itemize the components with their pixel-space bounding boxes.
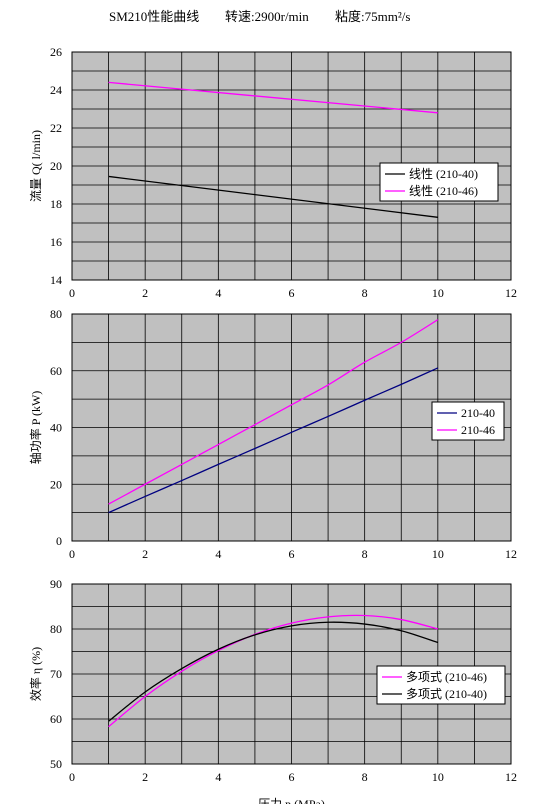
y-tick-label: 80 <box>50 307 62 321</box>
y-tick-label: 20 <box>50 477 62 491</box>
legend-label: 210-46 <box>461 423 495 437</box>
chart-panel-2: 0 20 40 60 80 0 2 4 6 8 10 12 轴功率 P (kW) 210-40 210-46 <box>28 307 517 561</box>
y-tick-label: 26 <box>50 45 62 59</box>
y-tick-label: 14 <box>50 273 62 287</box>
series-line-2 <box>108 81 438 114</box>
legend-label: 线性 (210-46) <box>409 184 478 198</box>
legend-box <box>379 162 499 202</box>
series-line-2 <box>108 621 439 722</box>
y-axis-label: 轴功率 P (kW) <box>28 391 43 465</box>
speed-label: 转速:2900r/min <box>225 9 309 24</box>
x-tick-label: 4 <box>215 770 221 784</box>
x-tick-label: 10 <box>432 547 444 561</box>
model-title: SM210性能曲线 <box>109 9 200 24</box>
x-axis-label: 压力 p (MPa) <box>258 797 325 804</box>
y-tick-label: 80 <box>50 622 62 636</box>
y-tick-label: 50 <box>50 757 62 771</box>
x-tick-label: 6 <box>289 770 295 784</box>
y-tick-label: 24 <box>50 83 62 97</box>
legend-label: 多项式 (210-46) <box>406 670 487 684</box>
legend-box <box>431 401 505 441</box>
y-tick-label: 0 <box>56 534 62 548</box>
y-tick-label: 60 <box>50 364 62 378</box>
x-tick-label: 12 <box>505 547 517 561</box>
x-tick-label: 8 <box>362 770 368 784</box>
viscosity-label: 粘度:75mm²/s <box>335 9 411 24</box>
y-tick-label: 90 <box>50 577 62 591</box>
series-line-2 <box>108 319 439 505</box>
x-tick-label: 12 <box>505 770 517 784</box>
x-tick-label: 0 <box>69 770 75 784</box>
y-tick-label: 22 <box>50 121 62 135</box>
chart-panel-3: 50 60 70 80 90 0 2 4 6 8 10 12 效率 η (%) 压力 p (MPa) 多项式… <box>28 577 517 804</box>
x-tick-label: 8 <box>362 547 368 561</box>
y-axis-label: 流量 Q( l/min) <box>29 130 43 202</box>
y-tick-label: 18 <box>50 197 62 211</box>
series-line-1 <box>108 614 438 728</box>
x-tick-label: 12 <box>505 286 517 300</box>
x-tick-label: 0 <box>69 286 75 300</box>
legend-label: 线性 (210-40) <box>409 167 478 181</box>
x-tick-label: 6 <box>289 286 295 300</box>
x-tick-label: 4 <box>215 547 221 561</box>
x-tick-label: 10 <box>432 770 444 784</box>
y-tick-label: 40 <box>50 421 62 435</box>
x-tick-label: 8 <box>362 286 368 300</box>
legend-box <box>376 665 506 705</box>
x-tick-label: 4 <box>215 286 221 300</box>
x-tick-label: 2 <box>142 547 148 561</box>
legend-label: 多项式 (210-40) <box>406 687 487 701</box>
x-tick-label: 6 <box>289 547 295 561</box>
y-tick-label: 16 <box>50 235 62 249</box>
series-line-1 <box>108 367 439 514</box>
y-tick-label: 60 <box>50 712 62 726</box>
legend-label: 210-40 <box>461 406 495 420</box>
x-tick-label: 2 <box>142 770 148 784</box>
y-axis-label: 效率 η (%) <box>28 647 43 701</box>
x-tick-label: 0 <box>69 547 75 561</box>
x-tick-label: 2 <box>142 286 148 300</box>
y-tick-label: 70 <box>50 667 62 681</box>
y-tick-label: 20 <box>50 159 62 173</box>
series-line-1 <box>108 175 438 218</box>
x-tick-label: 10 <box>432 286 444 300</box>
